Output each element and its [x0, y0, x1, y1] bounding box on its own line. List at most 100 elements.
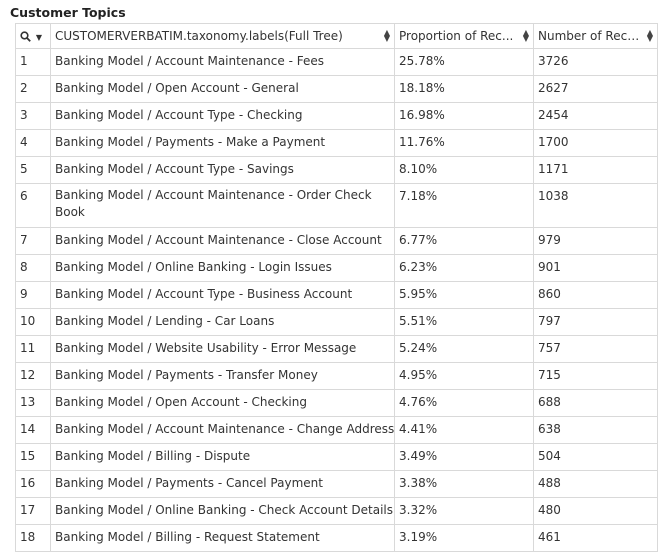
row-proportion: 4.95% [395, 363, 534, 390]
row-count: 688 [534, 390, 658, 417]
table-row[interactable]: 10 Banking Model / Lending - Car Loans 5… [16, 309, 658, 336]
table-row[interactable]: 6 Banking Model / Account Maintenance - … [16, 184, 658, 228]
row-proportion: 4.76% [395, 390, 534, 417]
row-label: Banking Model / Online Banking - Login I… [51, 255, 395, 282]
table-row[interactable]: 3 Banking Model / Account Type - Checkin… [16, 103, 658, 130]
row-label: Banking Model / Account Type - Business … [51, 282, 395, 309]
row-index: 10 [16, 309, 51, 336]
row-index: 3 [16, 103, 51, 130]
row-index: 8 [16, 255, 51, 282]
row-count: 715 [534, 363, 658, 390]
table-row[interactable]: 7 Banking Model / Account Maintenance - … [16, 228, 658, 255]
column-header-number[interactable]: Number of Reco... ▲ ▼ [534, 24, 658, 49]
row-count: 901 [534, 255, 658, 282]
table-row[interactable]: 4 Banking Model / Payments - Make a Paym… [16, 130, 658, 157]
table-row[interactable]: 11 Banking Model / Website Usability - E… [16, 336, 658, 363]
row-label: Banking Model / Account Maintenance - Or… [51, 184, 395, 228]
table-row[interactable]: 14 Banking Model / Account Maintenance -… [16, 417, 658, 444]
table-row[interactable]: 5 Banking Model / Account Type - Savings… [16, 157, 658, 184]
row-proportion: 11.76% [395, 130, 534, 157]
table-row[interactable]: 9 Banking Model / Account Type - Busines… [16, 282, 658, 309]
row-proportion: 6.77% [395, 228, 534, 255]
row-index: 2 [16, 76, 51, 103]
table-row[interactable]: 17 Banking Model / Online Banking - Chec… [16, 498, 658, 525]
row-proportion: 18.18% [395, 76, 534, 103]
row-proportion: 16.98% [395, 103, 534, 130]
row-count: 2454 [534, 103, 658, 130]
sort-icon[interactable]: ▲ ▼ [523, 30, 529, 42]
row-count: 757 [534, 336, 658, 363]
column-header-label[interactable]: CUSTOMERVERBATIM.taxonomy.labels(Full Tr… [51, 24, 395, 49]
row-count: 2627 [534, 76, 658, 103]
row-count: 504 [534, 444, 658, 471]
table-header-row: ▼ CUSTOMERVERBATIM.taxonomy.labels(Full … [16, 24, 658, 49]
chevron-down-icon[interactable]: ▼ [36, 33, 42, 42]
row-index: 17 [16, 498, 51, 525]
row-proportion: 3.32% [395, 498, 534, 525]
row-proportion: 5.95% [395, 282, 534, 309]
sort-icon[interactable]: ▲ ▼ [647, 30, 653, 42]
table-row[interactable]: 2 Banking Model / Open Account - General… [16, 76, 658, 103]
table-row[interactable]: 1 Banking Model / Account Maintenance - … [16, 49, 658, 76]
row-index: 6 [16, 184, 51, 228]
sort-icon[interactable]: ▲ ▼ [384, 30, 390, 42]
row-count: 1700 [534, 130, 658, 157]
row-proportion: 6.23% [395, 255, 534, 282]
row-label: Banking Model / Lending - Car Loans [51, 309, 395, 336]
row-index: 16 [16, 471, 51, 498]
row-proportion: 5.24% [395, 336, 534, 363]
row-proportion: 5.51% [395, 309, 534, 336]
row-label: Banking Model / Open Account - Checking [51, 390, 395, 417]
row-index: 5 [16, 157, 51, 184]
row-index: 13 [16, 390, 51, 417]
row-label: Banking Model / Payments - Make a Paymen… [51, 130, 395, 157]
row-count: 638 [534, 417, 658, 444]
row-index: 18 [16, 525, 51, 552]
row-label: Banking Model / Account Maintenance - Ch… [51, 417, 395, 444]
row-label: Banking Model / Account Type - Checking [51, 103, 395, 130]
topics-table-container[interactable]: ▼ CUSTOMERVERBATIM.taxonomy.labels(Full … [15, 23, 658, 554]
column-header-label-text: CUSTOMERVERBATIM.taxonomy.labels(Full Tr… [55, 29, 343, 43]
row-index: 12 [16, 363, 51, 390]
topics-table: ▼ CUSTOMERVERBATIM.taxonomy.labels(Full … [15, 23, 658, 552]
table-row[interactable]: 13 Banking Model / Open Account - Checki… [16, 390, 658, 417]
row-index: 9 [16, 282, 51, 309]
row-label: Banking Model / Payments - Cancel Paymen… [51, 471, 395, 498]
row-index: 14 [16, 417, 51, 444]
row-label: Banking Model / Billing - Dispute [51, 444, 395, 471]
column-search-menu[interactable]: ▼ [16, 24, 51, 49]
row-proportion: 8.10% [395, 157, 534, 184]
table-row[interactable]: 15 Banking Model / Billing - Dispute 3.4… [16, 444, 658, 471]
row-count: 488 [534, 471, 658, 498]
row-label: Banking Model / Account Type - Savings [51, 157, 395, 184]
table-row[interactable]: 8 Banking Model / Online Banking - Login… [16, 255, 658, 282]
row-count: 979 [534, 228, 658, 255]
search-icon[interactable] [20, 29, 35, 43]
row-count: 3726 [534, 49, 658, 76]
table-row[interactable]: 18 Banking Model / Billing - Request Sta… [16, 525, 658, 552]
row-count: 461 [534, 525, 658, 552]
row-label: Banking Model / Account Maintenance - Fe… [51, 49, 395, 76]
row-index: 1 [16, 49, 51, 76]
column-header-proportion[interactable]: Proportion of Rec... ▲ ▼ [395, 24, 534, 49]
row-count: 797 [534, 309, 658, 336]
row-label: Banking Model / Account Maintenance - Cl… [51, 228, 395, 255]
row-count: 1038 [534, 184, 658, 228]
panel-title: Customer Topics [10, 5, 126, 20]
row-proportion: 25.78% [395, 49, 534, 76]
table-row[interactable]: 12 Banking Model / Payments - Transfer M… [16, 363, 658, 390]
column-header-proportion-text: Proportion of Rec... [399, 29, 513, 43]
row-index: 4 [16, 130, 51, 157]
row-count: 860 [534, 282, 658, 309]
column-header-number-text: Number of Reco... [538, 29, 646, 43]
row-label: Banking Model / Payments - Transfer Mone… [51, 363, 395, 390]
table-row[interactable]: 16 Banking Model / Payments - Cancel Pay… [16, 471, 658, 498]
row-label: Banking Model / Open Account - General [51, 76, 395, 103]
row-index: 15 [16, 444, 51, 471]
row-label: Banking Model / Website Usability - Erro… [51, 336, 395, 363]
row-index: 7 [16, 228, 51, 255]
row-index: 11 [16, 336, 51, 363]
row-proportion: 3.49% [395, 444, 534, 471]
row-proportion: 4.41% [395, 417, 534, 444]
row-proportion: 3.38% [395, 471, 534, 498]
